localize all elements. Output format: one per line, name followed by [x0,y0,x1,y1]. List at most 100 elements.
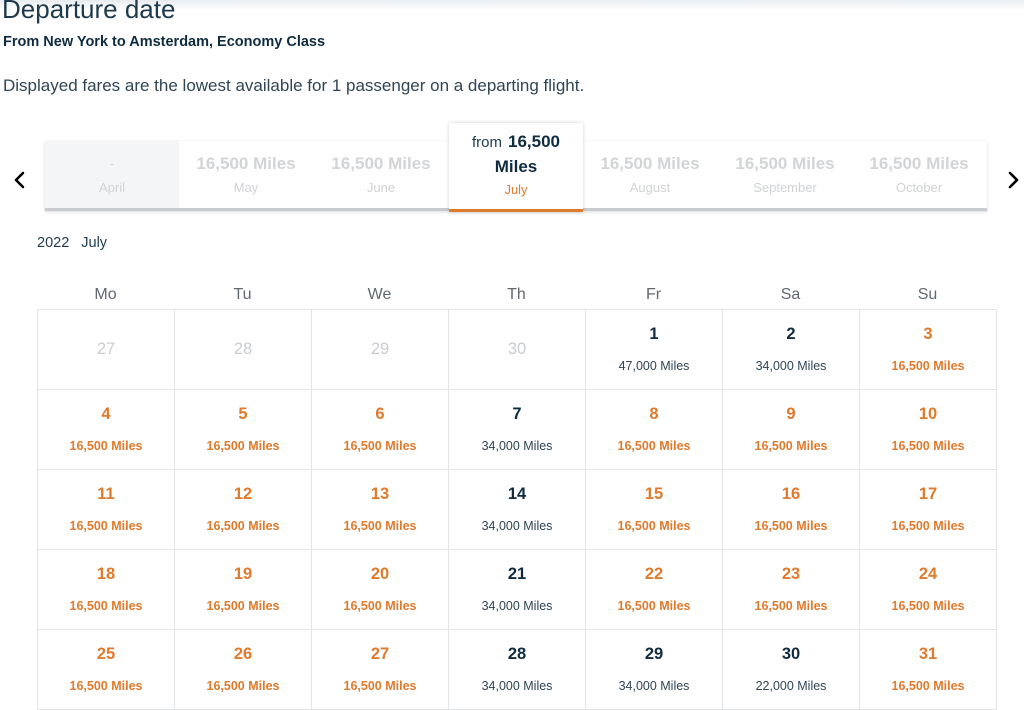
day-number: 4 [101,405,111,423]
calendar-day-cell[interactable]: 26 16,500 Miles [175,630,312,710]
calendar-day-cell[interactable]: 20 16,500 Miles [312,550,449,630]
month-price: 16,500 [508,132,560,151]
calendar-day-cell[interactable]: 30 22,000 Miles [723,630,860,710]
month-tab-june[interactable]: 16,500 Miles June [314,141,448,208]
day-number: 18 [96,565,116,583]
calendar-day-cell[interactable]: 24 16,500 Miles [860,550,997,630]
month-tab-july-selected[interactable]: from 16,500 Miles July [449,123,583,212]
month-name: April [98,180,125,195]
month-price: 16,500 Miles [600,154,700,173]
route-subtitle: From New York to Amsterdam, Economy Clas… [3,34,326,50]
calendar-day-cell[interactable]: 14 34,000 Miles [449,470,586,550]
day-number: 21 [507,565,527,583]
day-fare: 34,000 Miles [481,439,553,453]
calendar-day-cell[interactable]: 2 34,000 Miles [723,310,860,390]
calendar-day-cell[interactable]: 21 34,000 Miles [449,550,586,630]
day-number: 26 [233,645,253,663]
calendar-week-row: 4 16,500 Miles 5 16,500 Miles 6 16,500 Miles 7… [38,390,997,470]
day-fare: 16,500 Miles [69,439,143,453]
calendar-month: July [81,235,108,251]
weekday-header: Mo Tu We Th Fr Sa Su [37,286,996,308]
day-fare: 16,500 Miles [343,679,417,693]
day-number: 30 [507,340,527,358]
day-number: 2 [786,325,796,343]
calendar-day-cell[interactable]: 8 16,500 Miles [586,390,723,470]
calendar-day-cell[interactable]: 6 16,500 Miles [312,390,449,470]
calendar-day-cell[interactable]: 28 34,000 Miles [449,630,586,710]
month-name: August [629,180,671,195]
calendar-day-cell[interactable]: 12 16,500 Miles [175,470,312,550]
top-shadow [0,0,1024,10]
calendar-day-cell[interactable]: 10 16,500 Miles [860,390,997,470]
day-number: 25 [96,645,116,663]
calendar-day-cell[interactable]: 19 16,500 Miles [175,550,312,630]
month-tab-august[interactable]: 16,500 Miles August [583,141,717,208]
month-price: 16,500 Miles [869,154,969,173]
calendar-day-cell[interactable]: 1 47,000 Miles [586,310,723,390]
day-number: 12 [233,485,253,503]
from-price-line: from 16,500 [449,132,583,152]
day-number: 15 [644,485,664,503]
calendar-day-cell[interactable]: 29 34,000 Miles [586,630,723,710]
next-month-button[interactable] [1003,166,1023,194]
calendar-day-outside: 30 [449,310,586,390]
month-tab-october[interactable]: 16,500 Miles October [852,141,986,208]
chevron-left-icon [14,171,25,189]
day-number: 31 [918,645,938,663]
chevron-right-icon [1008,171,1019,189]
day-fare: 16,500 Miles [754,519,828,533]
day-fare: 16,500 Miles [69,519,143,533]
calendar-day-cell[interactable]: 15 16,500 Miles [586,470,723,550]
calendar-day-cell[interactable]: 17 16,500 Miles [860,470,997,550]
calendar-day-cell[interactable]: 7 34,000 Miles [449,390,586,470]
day-fare: 16,500 Miles [891,439,965,453]
day-number: 8 [649,405,659,423]
previous-month-button[interactable] [10,166,30,194]
calendar-grid: 27 28 29 30 1 47,000 Miles 2 34,000 Miles 3 16,50… [37,309,997,710]
calendar-day-cell[interactable]: 18 16,500 Miles [38,550,175,630]
from-label: from [472,134,502,151]
day-number: 27 [370,645,390,663]
calendar-day-cell[interactable]: 27 16,500 Miles [312,630,449,710]
day-number: 30 [781,645,801,663]
day-fare: 16,500 Miles [617,599,691,613]
calendar-day-cell[interactable]: 31 16,500 Miles [860,630,997,710]
calendar-day-cell[interactable]: 25 16,500 Miles [38,630,175,710]
day-number: 13 [370,485,390,503]
day-fare: 16,500 Miles [69,599,143,613]
calendar-day-cell[interactable]: 5 16,500 Miles [175,390,312,470]
month-tab-may[interactable]: 16,500 Miles May [179,141,313,208]
month-name: May [233,180,259,195]
day-number: 14 [507,485,527,503]
month-tab-april: - April [45,141,179,208]
weekday-label: We [367,286,392,303]
day-fare: 16,500 Miles [206,519,280,533]
page-title: Departure date [2,0,176,24]
calendar-day-cell[interactable]: 16 16,500 Miles [723,470,860,550]
calendar-day-cell[interactable]: 11 16,500 Miles [38,470,175,550]
fare-note: Displayed fares are the lowest available… [3,76,585,95]
calendar-day-cell[interactable]: 22 16,500 Miles [586,550,723,630]
weekday-label: Su [917,286,938,303]
calendar-day-cell[interactable]: 23 16,500 Miles [723,550,860,630]
month-price: 16,500 Miles [735,154,835,173]
day-fare: 16,500 Miles [69,679,143,693]
calendar-day-outside: 28 [175,310,312,390]
day-number: 29 [370,340,390,358]
day-fare: 34,000 Miles [481,599,553,613]
calendar-day-cell[interactable]: 9 16,500 Miles [723,390,860,470]
calendar-day-cell[interactable]: 3 16,500 Miles [860,310,997,390]
day-number: 1 [649,325,659,343]
day-number: 16 [781,485,801,503]
calendar-day-cell[interactable]: 4 16,500 Miles [38,390,175,470]
day-number: 19 [233,565,253,583]
month-tab-september[interactable]: 16,500 Miles September [718,141,852,208]
day-fare: 16,500 Miles [754,599,828,613]
day-number: 10 [918,405,938,423]
calendar-week-row: 18 16,500 Miles 19 16,500 Miles 20 16,500 Mil… [38,550,997,630]
day-fare: 16,500 Miles [891,679,965,693]
calendar-day-cell[interactable]: 13 16,500 Miles [312,470,449,550]
weekday-label: Sa [780,286,801,303]
weekday-label: Th [507,286,526,303]
day-fare: 34,000 Miles [618,679,690,693]
